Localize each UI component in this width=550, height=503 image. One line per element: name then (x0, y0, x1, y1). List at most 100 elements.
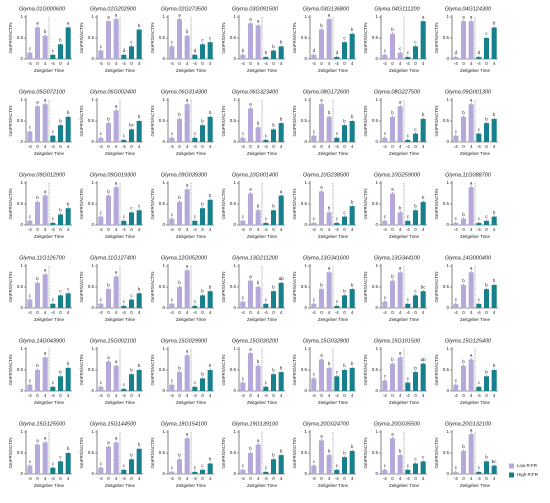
x-tick-label: -4 (406, 61, 410, 66)
x-tick-label: -4 (51, 61, 55, 66)
x-tick-label: 4 (186, 393, 189, 398)
significance-letter: a (186, 431, 189, 436)
bar (460, 284, 467, 308)
x-tick-label: -4 (122, 476, 126, 481)
bar (420, 363, 426, 391)
x-tick-label: -4 (51, 227, 55, 232)
y-axis-label: GmFRS/ACTIN (363, 438, 368, 469)
x-tick-label: -4 (477, 61, 481, 66)
y-axis-label: GmFRS/ACTIN (150, 23, 155, 54)
y-axis-label: GmFRS/ACTIN (363, 189, 368, 220)
x-tick-label: 0 (462, 393, 465, 398)
y-tick-label: 0.5 (17, 450, 24, 455)
x-tick-label: 0 (343, 144, 346, 149)
panel-title: Glyma.01G202900 (90, 6, 137, 12)
x-tick-label: 4 (399, 393, 402, 398)
bar (34, 444, 41, 474)
significance-letter: c (407, 297, 410, 302)
y-tick-label: 0.5 (88, 118, 95, 123)
x-tick-label: -4 (51, 144, 55, 149)
significance-letter: b (272, 44, 275, 49)
significance-letter: c (100, 131, 103, 136)
bar (491, 216, 497, 225)
y-tick-label: 1 (446, 14, 449, 19)
bar (207, 291, 213, 308)
bar (184, 355, 190, 391)
bar (389, 438, 396, 474)
x-tick-label: 4 (351, 61, 354, 66)
bar (278, 372, 284, 391)
x-axis-label: Zeitgeber Time (176, 234, 207, 239)
bar (397, 212, 403, 225)
x-tick-label: 0 (201, 393, 204, 398)
y-axis-label: GmFRS/ACTIN (150, 189, 155, 220)
y-tick-label: 1 (233, 14, 236, 19)
panel: Glyma.15G125500 GmFRS/ACTIN 0 0.5 1 c -4 a 0 a 4 c -… (8, 421, 72, 488)
y-tick-label: 0.5 (443, 450, 450, 455)
bar (263, 471, 269, 474)
significance-letter: c (336, 369, 339, 374)
bar (278, 195, 284, 225)
significance-letter: b (201, 118, 204, 123)
bar (412, 372, 419, 391)
x-tick-label: -4 (170, 310, 174, 315)
x-tick-label: 0 (178, 393, 181, 398)
x-tick-label: -4 (454, 144, 458, 149)
bar (169, 46, 175, 59)
significance-letter: c (478, 216, 481, 221)
significance-letter: c (100, 297, 103, 302)
bar (34, 370, 41, 391)
significance-letter: c (194, 299, 197, 304)
panel-title: Glyma.20G132100 (445, 421, 492, 427)
significance-letter: b (320, 282, 323, 287)
panel: Glyma.02G273500 GmFRS/ACTIN 0 0.5 1 c -4 a 0 b 4 d -… (150, 6, 214, 73)
legend-swatch (509, 472, 514, 478)
bar (349, 289, 355, 308)
significance-letter: c (407, 214, 410, 219)
bar (113, 19, 119, 60)
significance-letter: b (343, 118, 346, 123)
x-tick-label: 4 (186, 476, 189, 481)
panel-title: Glyma.15G002100 (90, 338, 137, 344)
bar (483, 289, 490, 308)
significance-letter: c (265, 133, 268, 138)
x-tick-label: 0 (272, 144, 275, 149)
significance-letter: b (59, 369, 62, 374)
y-tick-label: 0.5 (230, 118, 237, 123)
x-tick-label: 4 (328, 476, 331, 481)
x-tick-label: -4 (383, 476, 387, 481)
y-tick-label: 1 (233, 180, 236, 185)
significance-letter: c (138, 203, 141, 208)
bar (491, 284, 497, 308)
x-tick-label: -4 (99, 227, 103, 232)
significance-letter: b (462, 278, 465, 283)
bar (405, 220, 411, 225)
significance-letter: a (422, 14, 425, 19)
significance-letter: c (384, 463, 387, 468)
x-tick-label: 4 (115, 393, 118, 398)
y-tick-label: 0 (446, 56, 449, 61)
significance-letter: a (470, 180, 473, 185)
bar (341, 125, 348, 142)
bar (270, 374, 277, 391)
bar (468, 359, 474, 391)
significance-letter: b (485, 282, 488, 287)
x-tick-label: 4 (470, 393, 473, 398)
significance-letter: b (272, 452, 275, 457)
y-tick-label: 1 (162, 180, 165, 185)
significance-letter: a (320, 434, 323, 439)
y-tick-label: 0.5 (230, 201, 237, 206)
y-tick-label: 1 (446, 180, 449, 185)
significance-letter: b (272, 284, 275, 289)
y-axis-label: GmFRS/ACTIN (8, 355, 13, 386)
panel-title: Glyma.10G238500 (303, 172, 350, 178)
x-tick-label: -4 (28, 393, 32, 398)
significance-letter: a (249, 102, 252, 107)
x-tick-label: -4 (406, 144, 410, 149)
x-tick-label: 4 (422, 476, 425, 481)
y-tick-label: 0 (162, 471, 165, 476)
bar (311, 378, 317, 391)
x-tick-label: 0 (272, 61, 275, 66)
significance-letter: c (455, 216, 458, 221)
